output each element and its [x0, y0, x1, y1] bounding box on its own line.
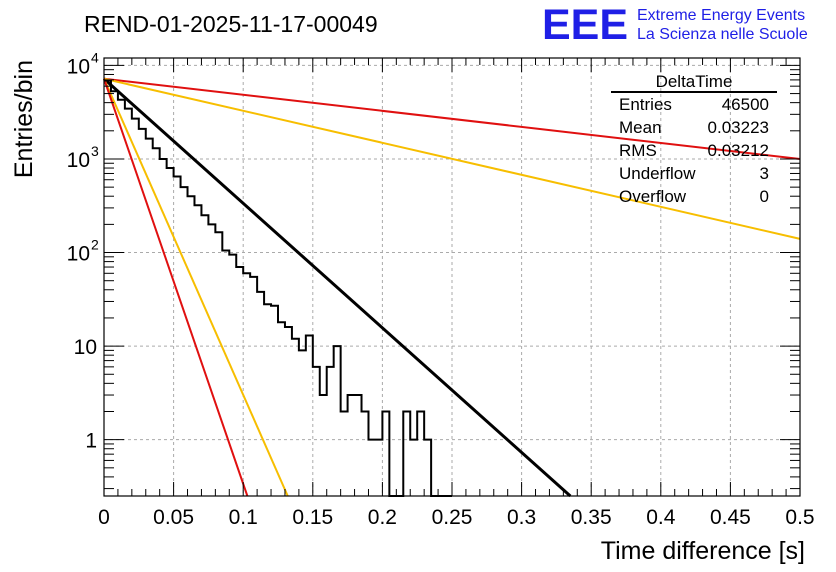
histogram-bin	[320, 395, 327, 496]
histogram-bin	[368, 440, 375, 496]
histogram-bin	[243, 273, 250, 496]
histogram-bin	[403, 412, 410, 496]
axes	[103, 57, 801, 497]
histogram-bin	[222, 251, 229, 496]
stats-title: DeltaTime	[656, 72, 733, 91]
histogram-bin	[424, 440, 431, 496]
histogram-bin	[313, 367, 320, 496]
histogram	[104, 79, 452, 497]
histogram-bin	[167, 168, 174, 496]
histogram-bin	[382, 412, 389, 496]
histogram-bin	[327, 367, 334, 496]
histogram-bin	[271, 306, 278, 496]
histogram-bin	[153, 148, 160, 496]
curve-red-fast	[103, 78, 249, 497]
y-tick-exponent: 4	[91, 49, 99, 65]
stats-label: Mean	[619, 118, 662, 137]
histogram-bin	[160, 159, 167, 496]
histogram-bin	[410, 440, 417, 496]
curve-fit	[102, 77, 572, 498]
histogram-bin	[215, 232, 222, 496]
histogram-bin	[362, 412, 369, 496]
histogram-bin	[194, 205, 201, 496]
curve-yellow-fast	[103, 78, 289, 497]
y-axis-label: Entries/bin	[10, 60, 38, 178]
histogram-bin	[306, 335, 313, 496]
y-tick-label: 10	[74, 336, 97, 359]
histogram-bin	[104, 80, 111, 496]
stats-label: Underflow	[619, 164, 696, 183]
stats-label: Overflow	[619, 187, 687, 206]
histogram-bin	[125, 109, 132, 496]
histogram-bin	[208, 224, 215, 496]
histogram-bin	[236, 267, 243, 496]
x-tick-label: 0.4	[646, 506, 676, 529]
y-tick-label: 1	[85, 430, 97, 453]
plot-frame	[103, 57, 801, 497]
stats-box: DeltaTime Entries 46500 Mean 0.03223 RMS 0.03…	[611, 72, 777, 206]
x-tick-label: 0.25	[432, 506, 473, 529]
chart-title: REND-01-2025-11-17-00049	[84, 11, 378, 37]
curve-red-slow	[103, 77, 801, 160]
y-tick-label: 10	[67, 149, 90, 172]
histogram-bin	[188, 196, 195, 496]
x-tick-label: 0	[98, 506, 110, 529]
histogram-bin	[341, 412, 348, 496]
x-tick-label: 0.1	[229, 506, 258, 529]
y-tick-label: 10	[67, 55, 90, 78]
y-tick-label: 10	[67, 243, 90, 266]
eee-logo: EEE Extreme Energy Events La Scienza nel…	[542, 1, 808, 49]
histogram-bin	[250, 277, 257, 496]
y-tick-exponent: 2	[91, 237, 99, 253]
x-tick-label: 0.15	[292, 506, 333, 529]
histogram-bin	[257, 292, 264, 496]
fit-curves	[102, 77, 801, 498]
stats-value: 3	[760, 164, 769, 183]
histogram-bin	[355, 395, 362, 496]
histogram-bin	[375, 440, 382, 496]
histogram-bin	[417, 412, 424, 496]
histogram-bin	[146, 139, 153, 496]
histogram-outline	[104, 79, 452, 497]
histogram-bin	[264, 304, 271, 496]
logo-letters: EEE	[542, 1, 628, 49]
stats-rows: Entries 46500 Mean 0.03223 RMS 0.03212 Underfl…	[619, 95, 769, 206]
histogram-bin	[278, 322, 285, 496]
histogram-bin	[174, 176, 181, 496]
histogram-bin	[139, 129, 146, 496]
stats-value: 0	[760, 187, 769, 206]
histogram-bin	[132, 119, 139, 496]
histogram-bin	[348, 395, 355, 496]
x-tick-label: 0.35	[571, 506, 612, 529]
logo-line-1: Extreme Energy Events	[637, 7, 805, 24]
y-tick-exponent: 3	[91, 143, 99, 159]
histogram-bin	[299, 350, 306, 496]
grid	[104, 58, 800, 496]
stats-value: 0.03223	[708, 118, 769, 137]
histogram-bin	[181, 187, 188, 496]
x-tick-label: 0.2	[368, 506, 397, 529]
tick-labels: 0 0.05 0.1 0.15 0.2 0.25 0.3 0.35 0.4 0.45 0.5 1 10 1…	[67, 49, 815, 529]
histogram-bin	[334, 346, 341, 496]
logo-line-2: La Scienza nelle Scuole	[637, 26, 808, 43]
x-axis-label: Time difference [s]	[601, 537, 805, 565]
stats-label: Entries	[619, 95, 672, 114]
histogram-bin	[201, 215, 208, 496]
histogram-bin	[285, 327, 292, 496]
x-tick-label: 0.3	[507, 506, 536, 529]
stats-value: 0.03212	[708, 141, 769, 160]
histogram-bin	[111, 91, 118, 496]
histogram-bin	[292, 339, 299, 496]
stats-label: RMS	[619, 141, 657, 160]
x-tick-label: 0.05	[153, 506, 194, 529]
curve-yellow-slow	[103, 77, 801, 240]
x-tick-label: 0.45	[710, 506, 751, 529]
stats-value: 46500	[722, 95, 769, 114]
x-tick-label: 0.5	[785, 506, 814, 529]
histogram-bin	[229, 255, 236, 496]
